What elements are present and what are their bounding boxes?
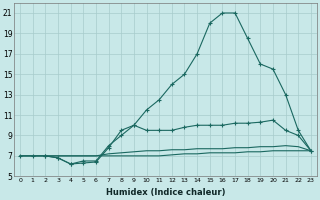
X-axis label: Humidex (Indice chaleur): Humidex (Indice chaleur) (106, 188, 225, 197)
